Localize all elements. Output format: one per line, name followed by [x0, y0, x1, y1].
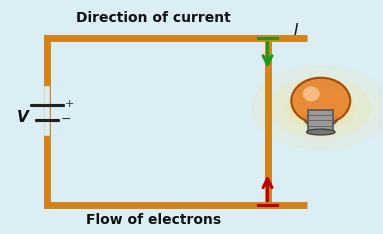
Ellipse shape [304, 112, 337, 127]
Text: −: − [61, 113, 71, 126]
Ellipse shape [291, 78, 350, 124]
Ellipse shape [306, 129, 335, 135]
Circle shape [286, 87, 355, 128]
Bar [308, 110, 333, 131]
Text: V: V [16, 110, 28, 124]
Text: Flow of electrons: Flow of electrons [86, 213, 221, 227]
Circle shape [271, 78, 370, 138]
Bar [47, 38, 268, 205]
Ellipse shape [303, 86, 320, 101]
Text: Direction of current: Direction of current [76, 11, 231, 25]
Circle shape [252, 66, 383, 149]
Text: +: + [65, 99, 75, 109]
Text: $I$: $I$ [293, 22, 300, 38]
